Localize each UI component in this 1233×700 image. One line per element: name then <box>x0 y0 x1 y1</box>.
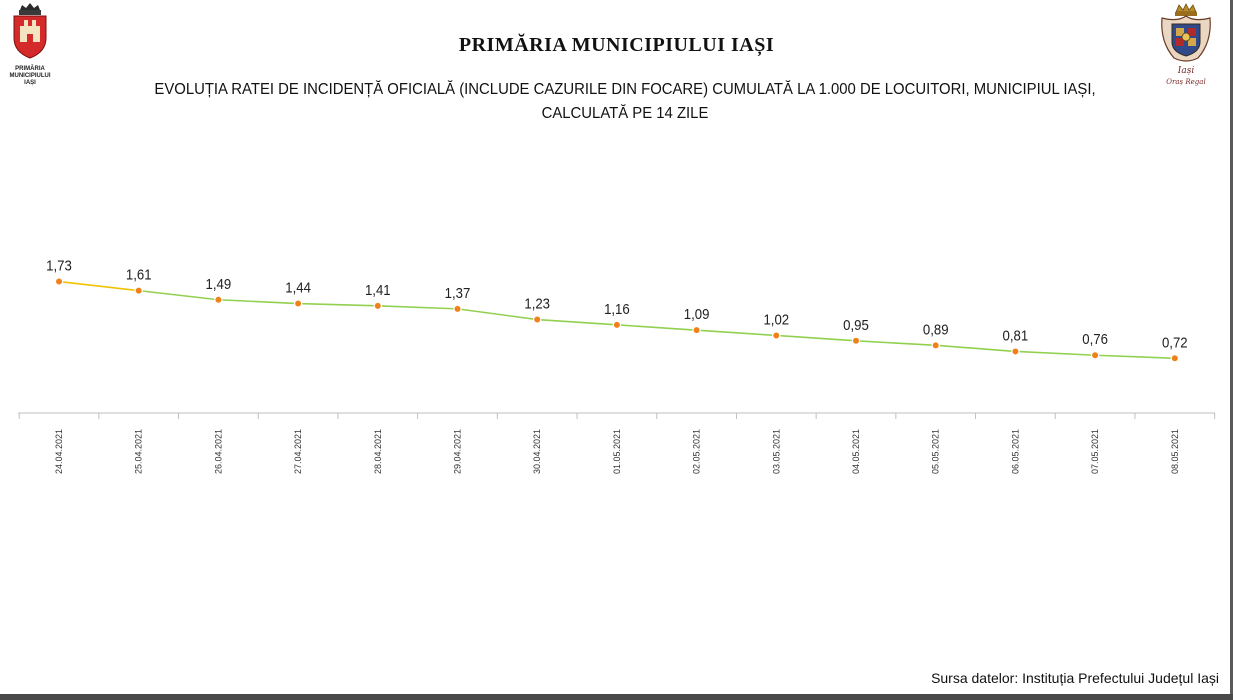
data-point <box>214 295 223 304</box>
x-tick-label: 30.04.2021 <box>532 429 542 474</box>
data-label: 0,89 <box>923 321 949 338</box>
data-point <box>1090 351 1100 360</box>
x-tick-label: 26.04.2021 <box>213 429 223 474</box>
data-point <box>612 320 622 330</box>
royal-crest-logo: Iași Oraș Regal <box>1154 2 1218 94</box>
city-coat-of-arms-icon <box>13 3 47 59</box>
data-label: 0,76 <box>1082 330 1108 347</box>
series-segment <box>58 280 139 292</box>
data-label: 1,44 <box>285 279 311 296</box>
data-source-note: Sursa datelor: Instituția Prefectului Ju… <box>931 670 1219 686</box>
city-coat-of-arms-logo: PRIMĂRIA MUNICIPIULUI IAȘI <box>4 2 56 92</box>
x-tick-label: 02.05.2021 <box>692 429 702 474</box>
x-tick-label: 06.05.2021 <box>1010 429 1020 474</box>
data-point <box>533 315 542 324</box>
series-segment <box>696 329 777 337</box>
data-label: 1,02 <box>763 311 789 328</box>
logo-caption-line1: PRIMĂRIA <box>15 66 45 72</box>
chart-subtitle: EVOLUȚIA RATEI DE INCIDENȚĂ OFICIALĂ (IN… <box>154 81 1096 122</box>
x-tick-label: 28.04.2021 <box>373 429 383 474</box>
data-point <box>931 341 940 350</box>
data-point <box>54 277 64 286</box>
x-tick-label: 07.05.2021 <box>1090 429 1100 474</box>
data-label: 0,81 <box>1003 327 1029 344</box>
logo-caption-line2: MUNICIPIULUI <box>9 73 51 79</box>
data-label: 1,49 <box>206 275 232 292</box>
data-label: 0,95 <box>843 316 869 333</box>
data-label: 1,37 <box>445 284 471 301</box>
x-axis-ticks <box>18 413 1216 419</box>
crest-caption-line2: Oraș Regal <box>1166 78 1206 86</box>
x-tick-label: 05.05.2021 <box>931 429 941 474</box>
page-title: PRIMĂRIA MUNICIPIULUI IAȘI <box>458 34 775 56</box>
x-tick-label: 24.04.2021 <box>54 429 64 474</box>
crest-caption-line1: Iași <box>1177 66 1195 76</box>
series-segment <box>457 308 538 321</box>
data-label: 1,61 <box>126 266 152 283</box>
data-label: 1,73 <box>46 257 72 274</box>
series-segment <box>377 305 458 310</box>
data-label: 0,72 <box>1162 333 1188 350</box>
series-segment <box>1015 350 1096 357</box>
x-tick-label: 29.04.2021 <box>453 429 463 474</box>
x-tick-label: 04.05.2021 <box>851 429 861 474</box>
data-point <box>293 299 303 308</box>
x-tick-label: 25.04.2021 <box>134 429 144 474</box>
series-segment <box>855 340 936 347</box>
data-point <box>692 325 701 335</box>
data-point <box>772 331 781 340</box>
x-tick-label: 08.05.2021 <box>1170 429 1180 474</box>
series-segment <box>537 318 617 326</box>
series-segment <box>776 334 857 342</box>
data-labels: 1,73 1,61 1,49 1,44 1,41 1,37 1,23 1,16 1,09 1,02… <box>46 257 1188 351</box>
series-line <box>58 280 1175 360</box>
window-frame-right <box>1230 0 1233 700</box>
x-tick-label: 01.05.2021 <box>612 429 622 474</box>
x-tick-label: 27.04.2021 <box>293 429 303 474</box>
data-point <box>453 304 462 314</box>
data-point <box>373 301 382 311</box>
data-point <box>851 336 861 345</box>
x-axis-tick-labels: 24.04.2021 25.04.2021 26.04.2021 27.04.2021… <box>54 429 1180 474</box>
data-point <box>134 286 143 295</box>
series-segment <box>616 324 697 331</box>
data-label: 1,09 <box>684 305 710 322</box>
data-label: 1,41 <box>365 281 391 298</box>
data-label: 1,16 <box>604 300 630 317</box>
window-frame-bottom <box>0 694 1233 700</box>
data-markers <box>54 277 1180 363</box>
logo-caption-line3: IAȘI <box>24 80 36 86</box>
data-label: 1,23 <box>524 295 550 312</box>
x-tick-label: 03.05.2021 <box>771 429 781 474</box>
data-point <box>1170 354 1180 363</box>
series-segment <box>138 289 219 301</box>
series-segment <box>1095 354 1175 360</box>
series-segment <box>935 344 1016 353</box>
series-segment <box>218 298 299 305</box>
data-point <box>1011 347 1020 356</box>
series-segment <box>298 302 378 307</box>
royal-crest-icon <box>1161 3 1211 62</box>
